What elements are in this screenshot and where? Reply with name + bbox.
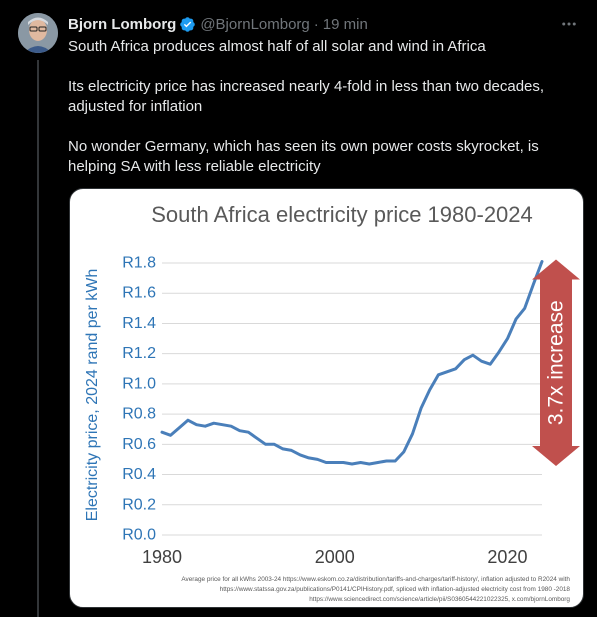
electricity-price-chart: South Africa electricity price 1980-2024… [84,202,580,603]
tweet-text: South Africa produces almost half of all… [68,37,588,177]
y-tick-label: R0.0 [122,527,156,544]
x-tick-label: 2020 [487,547,527,567]
y-tick-label: R0.4 [122,466,156,483]
more-horizontal-icon[interactable] [557,14,581,34]
author-name[interactable]: Bjorn Lomborg [68,15,177,33]
post-time[interactable]: 19 min [322,15,368,33]
tweet-header: Bjorn Lomborg @BjornLomborg · 19 min [68,14,587,34]
source-line: Average price for all kWhs 2003-24 https… [181,576,570,583]
x-tick-label: 2000 [315,547,355,567]
y-axis-ticks: R0.0 R0.2 R0.4 R0.6 R0.8 R1.0 R1.2 R1.4 R1.6 R1.8 [122,255,156,544]
separator-dot: · [313,15,319,33]
tweet-line: helping SA with less reliable electricit… [68,158,321,175]
avatar[interactable] [18,13,58,53]
tweet-line: South Africa produces almost half of all… [68,38,486,55]
tweet-line: adjusted for inflation [68,98,203,115]
series-points [161,261,543,465]
x-axis-ticks: 1980 2000 2020 [142,547,528,567]
y-tick-label: R0.8 [122,406,156,423]
chart-image[interactable]: South Africa electricity price 1980-2024… [69,188,584,608]
y-tick-label: R1.2 [122,345,156,362]
chart-ylabel: Electricity price, 2024 rand per kWh [84,269,101,522]
chart-title: South Africa electricity price 1980-2024 [151,202,533,227]
y-tick-label: R1.4 [122,315,156,332]
y-tick-label: R0.2 [122,496,156,513]
y-tick-label: R1.8 [122,255,156,272]
series-line-electricity-price [160,260,544,466]
tweet-paragraph-1: South Africa produces almost half of all… [68,37,588,57]
y-tick-label: R1.0 [122,375,156,392]
tweet-paragraph-2: Its electricity price has increased near… [68,77,588,117]
increase-arrow-shape [532,259,580,466]
x-tick-label: 1980 [142,547,182,567]
tweet-line: No wonder Germany, which has seen its ow… [68,138,539,155]
thread-line [37,60,39,617]
author-handle[interactable]: @BjornLomborg [200,15,310,33]
tweet-line: Its electricity price has increased near… [68,78,545,95]
source-line: https://www.sciencedirect.com/science/ar… [309,596,570,603]
avatar-image [18,13,58,53]
chart-source-note: Average price for all kWhs 2003-24 https… [181,576,570,603]
chart-grid [162,262,542,536]
increase-arrow: 3.7x increase [532,259,580,466]
tweet-paragraph-3: No wonder Germany, which has seen its ow… [68,137,588,177]
increase-annotation: 3.7x increase [545,300,568,425]
y-tick-label: R0.6 [122,436,156,453]
source-line: https://www.statssa.gov.za/publications/… [220,586,571,593]
y-tick-label: R1.6 [122,285,156,302]
verified-badge-icon [179,16,196,33]
